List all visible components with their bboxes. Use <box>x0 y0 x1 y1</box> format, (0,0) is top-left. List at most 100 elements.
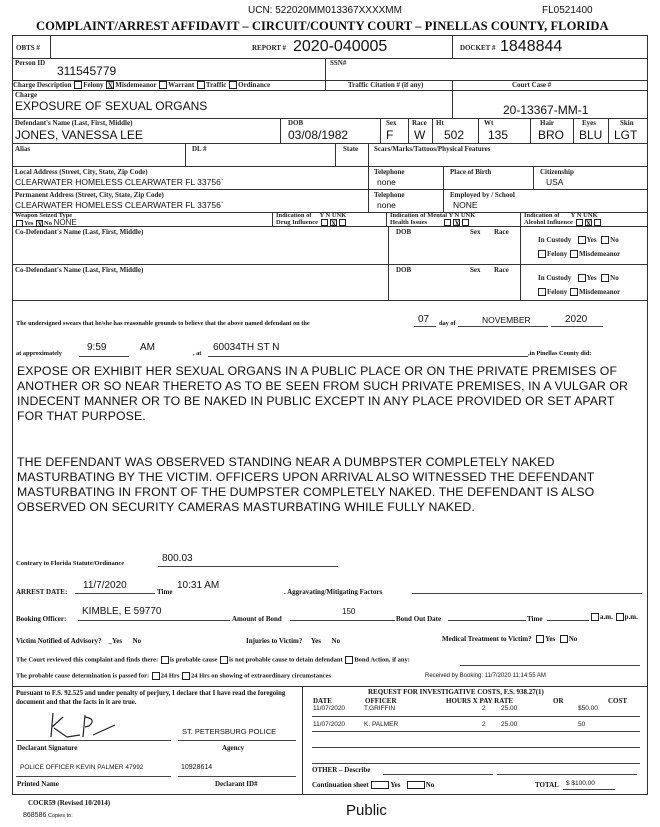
alias-label: Alias <box>15 145 31 153</box>
custody-yes-checkbox[interactable] <box>577 274 586 283</box>
24hrs-checkbox[interactable] <box>151 672 160 680</box>
public-watermark: Public <box>346 802 387 819</box>
bond-action-checkbox[interactable] <box>345 656 354 664</box>
costs-title: REQUEST FOR INVESTIGATIVE COSTS, F.S. 93… <box>368 688 544 696</box>
alcohol-n-checkbox[interactable]: X <box>584 219 592 229</box>
am-pm: a.m. p.m. <box>590 613 638 622</box>
height-label: Ht <box>436 119 444 127</box>
total-cost: $ $100.00 <box>566 780 595 787</box>
warrant-checkbox[interactable] <box>159 81 168 90</box>
drug-n-checkbox[interactable]: X <box>329 219 337 229</box>
county-label: ,in Pinellas County did: <box>528 350 592 357</box>
bond-out-label: Bond Out Date <box>396 615 442 623</box>
custody-yes-checkbox[interactable] <box>577 236 586 245</box>
bond-amount: 150 <box>342 607 356 616</box>
codefendant-misdemeanor-checkbox[interactable] <box>569 250 578 259</box>
not-probable-cause-checkbox[interactable] <box>220 656 229 664</box>
signature-label: Declarant Signature <box>17 744 78 752</box>
drug-influence: Indication of Y N UNK Drug Influence X <box>276 212 347 229</box>
report-number: 2020-040005 <box>293 38 388 55</box>
offense-location: 60034TH ST N <box>213 342 280 353</box>
continuation-yes-checkbox[interactable] <box>371 781 390 790</box>
arrest-date-label: ARREST DATE: <box>16 588 68 596</box>
hair: BRO <box>538 128 565 142</box>
offense-month: NOVEMBER <box>482 315 531 325</box>
medical-no-checkbox[interactable] <box>559 635 568 644</box>
medical-yes-checkbox[interactable] <box>536 635 545 644</box>
traffic-citation-label: Traffic Citation # (if any) <box>348 81 424 89</box>
copies-to: Copies to: <box>48 813 73 819</box>
form-title: COMPLAINT/ARREST AFFIDAVIT – CIRCUIT/COU… <box>36 19 609 33</box>
arrest-date: 11/7/2020 <box>83 580 127 591</box>
sex: F <box>386 128 394 142</box>
race: W <box>414 128 426 142</box>
codefendant-name-label: Co-Defendant's Name (Last, First, Middle… <box>15 266 144 274</box>
narrative-statute-text: EXPOSE OR EXHIBIT HER SEXUAL ORGANS IN A… <box>17 364 628 423</box>
codefendant-race-label: Race <box>494 228 509 236</box>
printed-name: POLICE OFFICER KEVIN PALMER 47992 <box>20 764 144 771</box>
felony-checkbox[interactable] <box>74 81 83 90</box>
agency-label: Agency <box>222 744 245 752</box>
skin-label: Skin <box>620 119 634 127</box>
custody-no-checkbox[interactable] <box>601 236 610 245</box>
aggravating-factors-label: . Aggravating/Mitigating Factors <box>284 588 383 596</box>
pm-checkbox[interactable] <box>615 613 624 622</box>
weapon-no-checkbox[interactable]: X <box>36 220 44 230</box>
statute: 800.03 <box>162 553 193 564</box>
other-describe-label: OTHER – Describe <box>312 766 371 774</box>
codefendant-felony-checkbox[interactable] <box>538 250 546 259</box>
custody-no-checkbox[interactable] <box>601 274 610 283</box>
codefendant-sex-label: Sex <box>470 266 481 274</box>
form-frame <box>12 35 648 795</box>
mental-n-checkbox[interactable]: X <box>453 219 461 229</box>
skin: LGT <box>614 128 638 142</box>
person-id: 311545779 <box>57 64 117 78</box>
codefendant-misdemeanor-checkbox[interactable] <box>569 288 578 297</box>
offense-ampm: AM <box>140 342 155 353</box>
offense-year: 2020 <box>565 314 588 325</box>
arrest-time-label: Time <box>157 588 173 596</box>
height: 502 <box>444 128 465 142</box>
codefendant-felony-checkbox[interactable] <box>538 288 546 297</box>
mental-unk-checkbox[interactable] <box>462 219 470 227</box>
court-case-label: Court Case # <box>512 81 552 89</box>
cost-rate: 25.00 <box>501 721 518 728</box>
employer-label: Employed by / School <box>450 191 515 199</box>
drug-y-checkbox[interactable] <box>320 219 328 227</box>
am-checkbox[interactable] <box>591 613 599 622</box>
state-label: State <box>343 145 359 153</box>
race-label: Race <box>412 119 427 127</box>
total-label: TOTAL <box>535 781 559 789</box>
agency: ST. PETERSBURG POLICE <box>182 727 277 736</box>
cost-date: 11/07/2020 <box>313 721 346 728</box>
mental-y-checkbox[interactable] <box>444 219 452 227</box>
traffic-checkbox[interactable] <box>196 81 205 90</box>
court-case-number: 20-13367-MM-1 <box>503 103 589 117</box>
defendant-name: JONES, VANESSA LEE <box>15 128 143 142</box>
statute-label: Contrary to Florida Statute/Ordinance <box>16 560 125 567</box>
drug-unk-checkbox[interactable] <box>338 219 346 227</box>
citizenship: USA <box>546 177 564 187</box>
ordinance-checkbox[interactable] <box>229 81 238 90</box>
cost-hours: 2 <box>482 705 486 712</box>
form-revision: COCR59 (Revised 10/2014) <box>28 799 111 807</box>
narrative-facts: THE DEFENDANT WAS OBSERVED STANDING NEAR… <box>17 455 595 514</box>
continuation-no-checkbox[interactable] <box>406 781 425 790</box>
alcohol-y-checkbox[interactable] <box>575 219 583 227</box>
24hrs-extraordinary-checkbox[interactable] <box>182 672 190 680</box>
misdemeanor-checkbox[interactable]: X <box>106 81 115 91</box>
perjury-declaration: Pursuant to F.S. 92.525 and under penalt… <box>16 690 286 706</box>
dob-label: DOB <box>288 119 304 127</box>
ssn-label: SSN# <box>330 59 347 67</box>
printed-name-label: Printed Name <box>17 780 59 788</box>
alcohol-unk-checkbox[interactable] <box>593 219 601 227</box>
telephone-label: Telephone <box>374 168 405 176</box>
eyes: BLU <box>579 128 603 142</box>
codefendant-custody: In Custody Yes No <box>538 274 619 283</box>
weapon-yes-checkbox[interactable] <box>16 220 23 228</box>
approximately-label: at approximately <box>16 350 62 357</box>
at-label: , at <box>193 350 202 357</box>
report-label: REPORT # <box>252 44 287 52</box>
codefendant-name-label: Co-Defendant's Name (Last, First, Middle… <box>15 228 144 236</box>
probable-cause-checkbox[interactable] <box>160 656 169 664</box>
